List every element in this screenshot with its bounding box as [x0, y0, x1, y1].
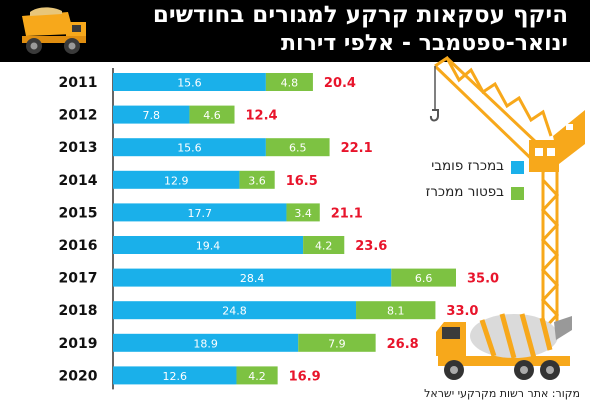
bar-segment-public-tender	[113, 170, 240, 189]
year-label: 2018	[59, 303, 98, 319]
legend-label-public-tender: במכרז פומבי	[431, 158, 504, 174]
bar-segment-exempt	[286, 203, 320, 222]
total-label: 35.0	[467, 272, 499, 287]
legend-item-public-tender: במכרז פומבי	[408, 158, 528, 184]
bar-segment-public-tender	[113, 301, 357, 320]
value-label-public-tender: 15.6	[177, 77, 202, 90]
year-label: 2015	[59, 205, 98, 221]
value-label-exempt: 3.4	[294, 207, 312, 220]
total-label: 33.0	[446, 304, 478, 319]
header-band: היקף עסקאות קרקע למגורים בחודשים ינואר-ס…	[0, 0, 590, 62]
dump-truck-icon	[22, 7, 86, 54]
bar-segment-public-tender	[113, 333, 299, 352]
value-label-public-tender: 12.9	[164, 174, 189, 187]
year-label: 2014	[59, 173, 98, 189]
value-label-exempt: 6.6	[415, 272, 433, 285]
chart-legend: במכרז פומבי בפטור ממכרז	[408, 158, 528, 210]
source-note: מקור: אתר רשות מקרקעי ישראל	[424, 387, 580, 400]
value-label-exempt: 6.5	[289, 142, 307, 155]
value-label-exempt: 4.2	[315, 240, 333, 253]
bar-segment-exempt	[303, 236, 345, 254]
bar-segment-exempt	[356, 301, 436, 320]
bar-segment-public-tender	[113, 105, 190, 124]
year-label: 2013	[59, 140, 98, 156]
value-label-public-tender: 7.8	[142, 109, 160, 122]
legend-item-exempt: בפטור ממכרז	[408, 184, 528, 210]
bar-segment-public-tender	[113, 236, 304, 254]
total-label: 22.1	[341, 141, 373, 156]
bar-segment-exempt	[298, 333, 376, 352]
legend-swatch-exempt	[511, 187, 524, 200]
total-label: 12.4	[246, 109, 278, 124]
bar-segment-exempt	[189, 105, 235, 124]
value-label-public-tender: 17.7	[187, 207, 212, 220]
year-label: 2017	[59, 271, 98, 287]
value-label-exempt: 8.1	[387, 305, 405, 318]
value-label-public-tender: 15.6	[177, 142, 202, 155]
total-label: 16.9	[289, 369, 321, 384]
value-label-exempt: 4.2	[248, 370, 266, 383]
crane-illustration	[429, 55, 585, 332]
year-label: 2012	[59, 108, 98, 124]
bar-segment-public-tender	[113, 268, 392, 287]
bar-segment-exempt	[391, 268, 456, 287]
value-label-public-tender: 19.4	[196, 240, 221, 253]
bar-segment-exempt	[265, 138, 330, 157]
year-label: 2020	[59, 368, 98, 384]
value-label-exempt: 4.8	[281, 77, 299, 90]
legend-label-exempt: בפטור ממכרז	[425, 184, 504, 200]
chart-title-line2: ינואר-ספטמבר - אלפי דירות	[281, 31, 568, 56]
total-label: 20.4	[324, 76, 356, 91]
chart-title-line1: היקף עסקאות קרקע למגורים בחודשים	[152, 2, 568, 28]
value-label-public-tender: 24.8	[222, 305, 247, 318]
bar-segment-public-tender	[113, 366, 237, 385]
value-label-exempt: 7.9	[328, 337, 346, 350]
stacked-bar-chart: 2011 15.6 4.8 20.4 2012 7.8 4.6 12.4 2013 15.6 6.5…	[59, 68, 499, 390]
total-label: 26.8	[387, 337, 419, 352]
value-label-public-tender: 12.6	[162, 370, 187, 383]
bar-segment-exempt	[236, 366, 278, 385]
bar-segment-public-tender	[113, 138, 266, 157]
legend-swatch-public-tender	[511, 161, 524, 174]
total-label: 21.1	[331, 206, 363, 221]
year-label: 2019	[59, 336, 98, 352]
year-label: 2016	[59, 238, 98, 254]
bar-segment-public-tender	[113, 73, 266, 91]
value-label-public-tender: 28.4	[240, 272, 265, 285]
bar-segment-exempt	[239, 170, 275, 189]
bar-segment-exempt	[265, 73, 313, 91]
value-label-public-tender: 18.9	[193, 337, 218, 350]
total-label: 23.6	[355, 239, 387, 254]
year-label: 2011	[59, 75, 98, 91]
value-label-exempt: 3.6	[248, 174, 266, 187]
total-label: 16.5	[286, 174, 318, 189]
cement-mixer-illustration	[436, 313, 572, 380]
value-label-exempt: 4.6	[203, 109, 221, 122]
bar-segment-public-tender	[113, 203, 287, 222]
